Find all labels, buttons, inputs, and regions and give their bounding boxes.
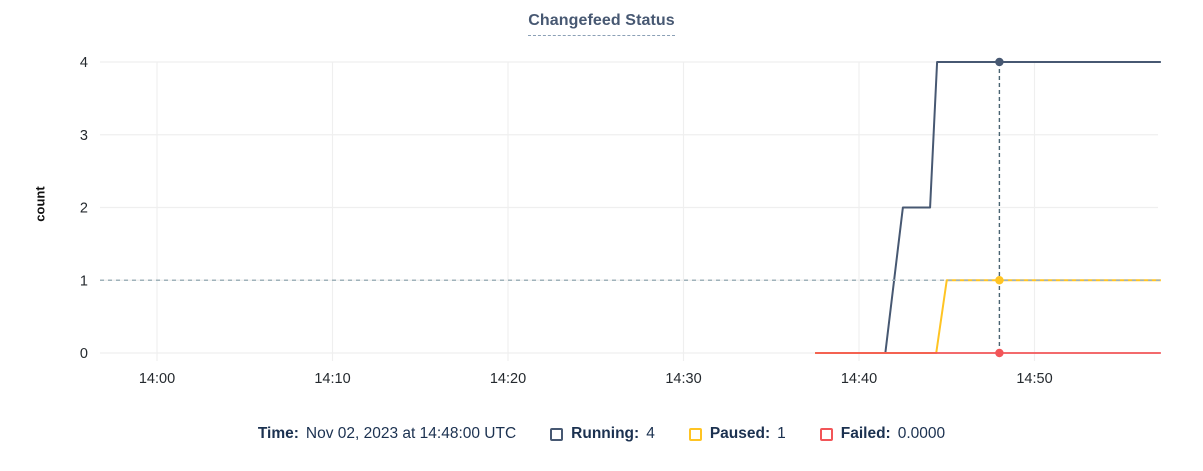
y-tick-label: 2 — [80, 201, 88, 217]
x-tick-label: 14:10 — [314, 371, 350, 387]
series-line-paused — [815, 279, 1161, 354]
chart-title-row: Changefeed Status — [0, 12, 1203, 36]
y-tick-label: 0 — [80, 346, 88, 362]
legend-value-running: 4 — [646, 425, 655, 442]
x-tick-label: 14:30 — [665, 371, 701, 387]
legend-value-paused: 1 — [777, 425, 786, 442]
x-tick-label: 14:20 — [490, 371, 526, 387]
legend-time: Time: Nov 02, 2023 at 14:48:00 UTC — [258, 425, 516, 443]
legend-time-label: Time: — [257, 425, 299, 442]
legend-item-failed[interactable]: Failed: 0.0000 — [819, 425, 946, 443]
chart-canvas[interactable]: 14:00 14:10 14:20 14:30 14:40 14:50 0 1 2 3 4 — [0, 0, 1203, 405]
y-tick-label: 4 — [80, 55, 88, 71]
legend-label-running: Running: — [571, 425, 640, 442]
legend-time-value: Nov 02, 2023 at 14:48:00 UTC — [305, 425, 517, 442]
legend-swatch-failed — [819, 427, 833, 441]
cursor-dot-failed — [995, 348, 1004, 358]
y-tick-label: 3 — [80, 128, 88, 144]
legend-label-failed: Failed: — [840, 425, 891, 442]
chart-title[interactable]: Changefeed Status — [528, 12, 675, 36]
y-tick-label: 1 — [80, 273, 88, 289]
cursor-dot-paused — [995, 276, 1004, 285]
legend-item-running[interactable]: Running: 4 — [550, 425, 655, 443]
legend-item-paused[interactable]: Paused: 1 — [688, 425, 786, 443]
legend-swatch-running — [550, 427, 564, 441]
cursor-dot-running — [995, 57, 1004, 67]
chart-legend: Time: Nov 02, 2023 at 14:48:00 UTC Runni… — [0, 419, 1203, 449]
x-tick-label: 14:00 — [139, 371, 175, 387]
x-tick-label: 14:40 — [841, 371, 877, 387]
legend-swatch-paused — [688, 427, 702, 441]
x-tick-label: 14:50 — [1016, 371, 1052, 387]
legend-value-failed: 0.0000 — [897, 425, 946, 442]
legend-label-paused: Paused: — [709, 425, 771, 442]
